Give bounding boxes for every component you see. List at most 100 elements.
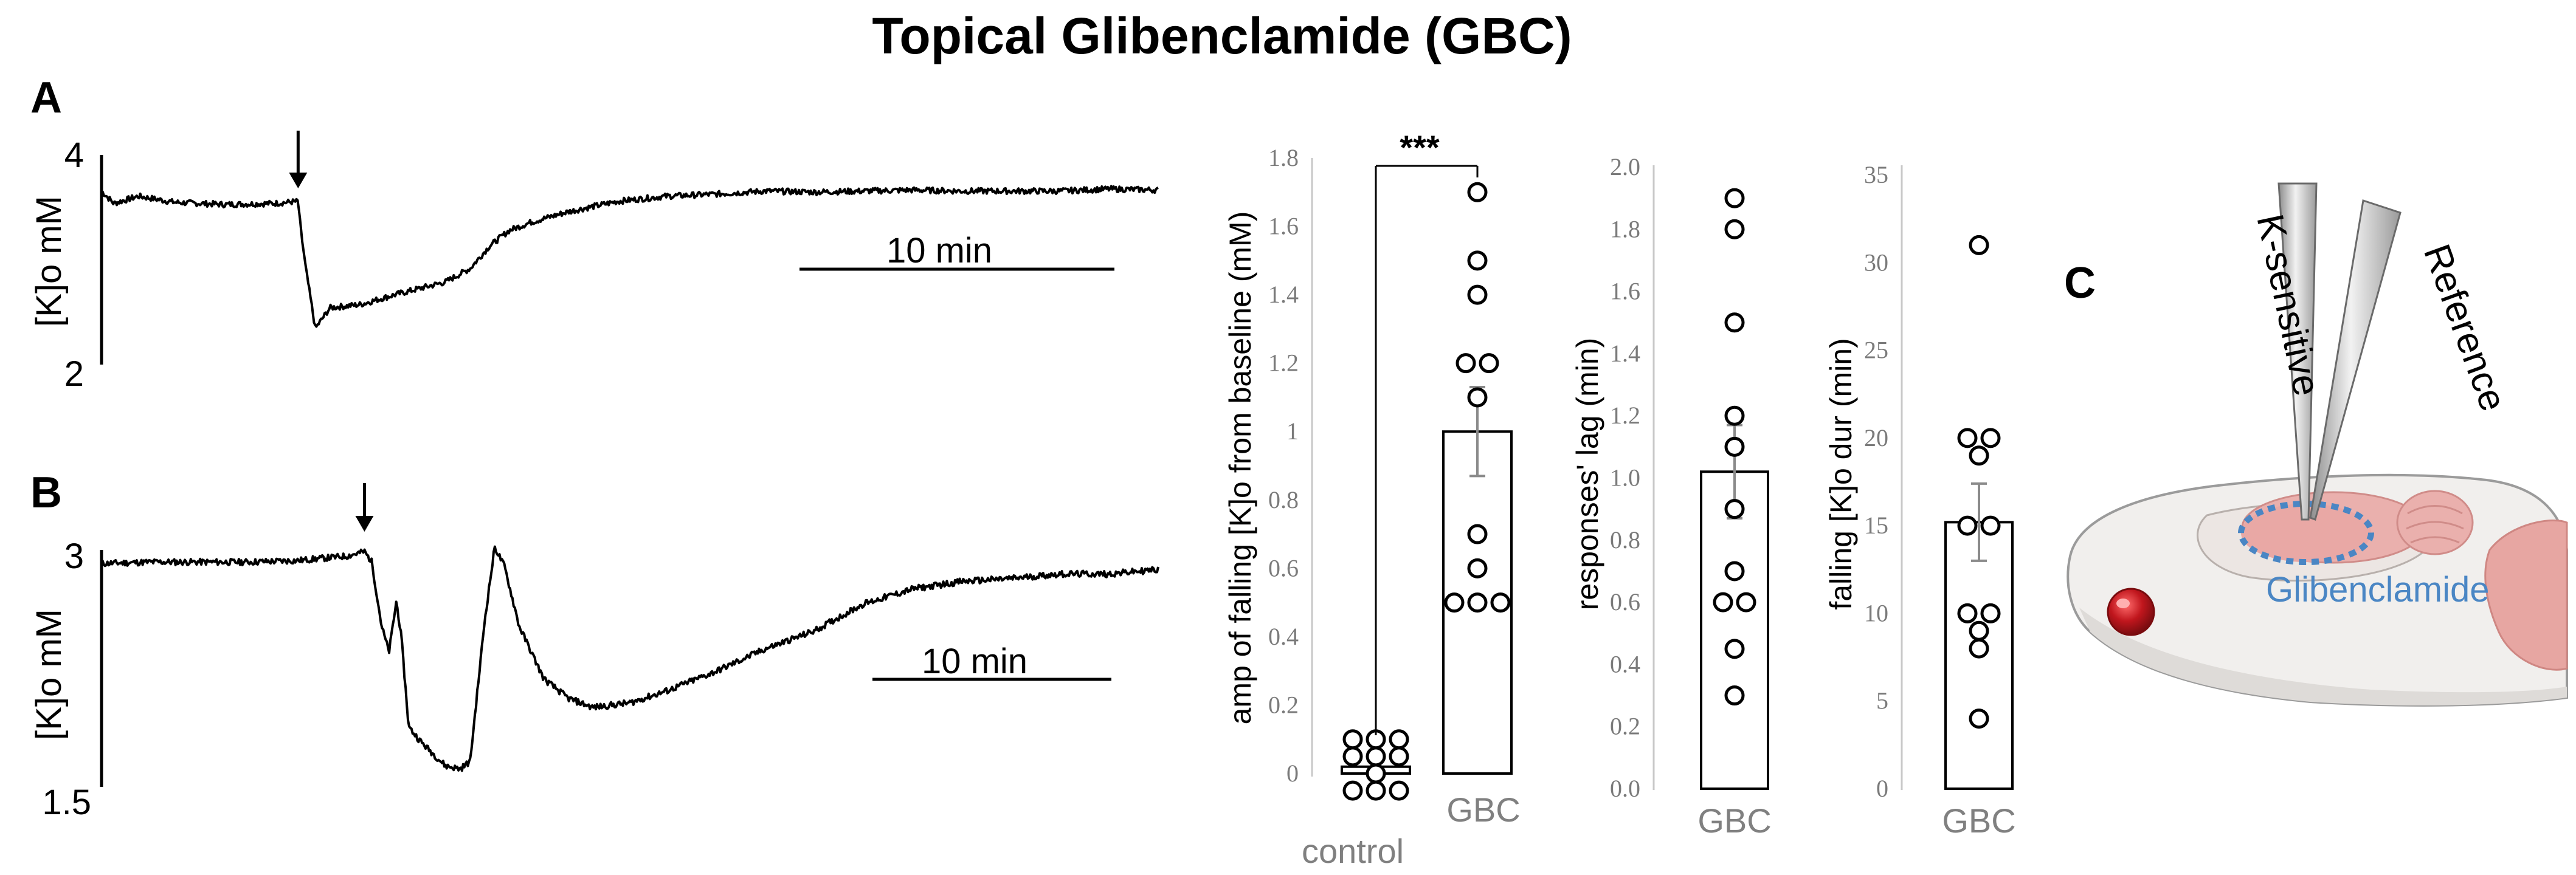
trace-a-panel: 4 2 [K]o mM 10 min xyxy=(29,131,1159,394)
y-tick-label: 1.0 xyxy=(1610,464,1640,492)
amplitude-y-axis-title: amp of falling [K]o from baseline (mM) xyxy=(1223,211,1257,725)
duration-y-ticks: 0 5 10 15 20 25 30 35 xyxy=(1864,161,1888,802)
y-tick-label: 1.6 xyxy=(1268,213,1299,240)
y-tick-label: 1.2 xyxy=(1268,349,1299,377)
amplitude-y-ticks: 0 0.2 0.4 0.6 0.8 1 1.2 1.4 1.6 1.8 xyxy=(1268,144,1299,787)
y-tick-label: 1.4 xyxy=(1610,340,1640,367)
mouse-head-shadow xyxy=(2079,608,2567,705)
data-point xyxy=(1467,250,1488,271)
data-point xyxy=(1467,524,1488,544)
data-point xyxy=(1389,780,1409,801)
y-tick-label: 35 xyxy=(1864,161,1888,188)
duration-bar-chart: 0 5 10 15 20 25 30 35 falling [K]o dur (min) GB… xyxy=(1824,161,2016,840)
data-point xyxy=(1724,561,1745,582)
data-point xyxy=(1969,445,1989,466)
data-point xyxy=(1490,592,1511,613)
data-point xyxy=(1724,405,1745,426)
trace-b-panel: 3 1.5 [K]o mM 10 min xyxy=(29,483,1159,822)
y-tick-label: 0 xyxy=(1876,775,1888,802)
amplitude-significance-stars: *** xyxy=(1400,128,1440,166)
trace-b-y-axis-title: [K]o mM xyxy=(29,609,69,740)
panel-letter-b: B xyxy=(30,468,62,517)
data-point xyxy=(1342,729,1363,750)
data-point xyxy=(1342,746,1363,767)
y-tick-label: 5 xyxy=(1876,687,1888,715)
eye-icon xyxy=(2107,588,2155,636)
trace-b-scale-label: 10 min xyxy=(922,642,1027,681)
glibenclamide-label: Glibenclamide xyxy=(2266,570,2490,609)
y-tick-label: 0.6 xyxy=(1610,588,1640,616)
data-point xyxy=(1389,746,1409,767)
lag-y-axis-title: responses' lag (min) xyxy=(1570,338,1604,611)
amplitude-significance-bracket xyxy=(1375,165,1479,735)
trace-a-y-axis-title: [K]o mM xyxy=(29,196,69,327)
trace-a-line xyxy=(100,185,1159,328)
y-tick-label: 1.6 xyxy=(1610,278,1640,305)
reference-pipette-icon xyxy=(2309,199,2402,521)
eye-highlight xyxy=(2116,599,2130,608)
y-tick-label: 1.8 xyxy=(1268,144,1299,171)
y-tick-label: 0.8 xyxy=(1268,486,1299,513)
y-tick-label: 25 xyxy=(1864,337,1888,364)
data-point xyxy=(1736,592,1756,612)
y-tick-label: 2.0 xyxy=(1610,153,1640,180)
amplitude-category-gbc: GBC xyxy=(1446,791,1520,829)
data-point xyxy=(1724,685,1745,706)
data-point xyxy=(1389,729,1409,750)
data-point xyxy=(1713,592,1733,612)
y-tick-label: 0.2 xyxy=(1610,713,1640,740)
data-point xyxy=(1969,709,1989,729)
data-point xyxy=(1467,182,1488,202)
data-point xyxy=(1467,558,1488,578)
lag-bars xyxy=(1700,188,1769,790)
y-tick-label: 1.2 xyxy=(1610,402,1640,429)
data-point xyxy=(1957,428,1978,448)
data-point xyxy=(1724,499,1745,520)
trace-b-line xyxy=(100,545,1159,772)
trace-b-application-arrow xyxy=(355,483,374,532)
trace-b-y-top-label: 3 xyxy=(64,537,84,576)
data-point xyxy=(1366,763,1386,784)
data-point xyxy=(1342,780,1363,801)
data-point xyxy=(1980,428,2001,448)
trace-a-y-top-label: 4 xyxy=(64,136,84,175)
bar xyxy=(1700,470,1769,790)
lag-bar-chart: 0.0 0.2 0.4 0.6 0.8 1.0 1.2 1.4 1.6 1.8 2.0 respon… xyxy=(1570,153,1772,840)
y-tick-label: 10 xyxy=(1864,599,1888,626)
trace-b-y-bottom-label: 1.5 xyxy=(42,783,91,822)
brain-cerebellum-icon xyxy=(2396,490,2474,555)
y-tick-label: 0.0 xyxy=(1610,775,1640,802)
y-tick-label: 0.8 xyxy=(1610,526,1640,554)
panel-letter-c: C xyxy=(2064,259,2096,307)
amplitude-category-control: control xyxy=(1302,832,1404,870)
data-point xyxy=(1969,235,1989,255)
y-tick-label: 30 xyxy=(1864,249,1888,276)
y-tick-label: 20 xyxy=(1864,424,1888,451)
duration-category-gbc: GBC xyxy=(1942,801,2015,840)
y-tick-label: 1 xyxy=(1286,417,1299,445)
data-point xyxy=(1366,780,1386,801)
recording-schematic: K-sensitive Reference Glibenclamide xyxy=(2067,182,2568,707)
figure-title: Topical Glibenclamide (GBC) xyxy=(872,7,1572,64)
data-point xyxy=(1980,603,2001,623)
data-point xyxy=(1467,387,1488,408)
data-point xyxy=(1444,592,1465,613)
data-point xyxy=(1724,312,1745,333)
data-point xyxy=(1724,639,1745,659)
y-tick-label: 0 xyxy=(1286,760,1299,787)
data-point xyxy=(1957,515,1978,536)
data-point xyxy=(1724,219,1745,239)
data-point xyxy=(1724,188,1745,208)
y-tick-label: 1.4 xyxy=(1268,281,1299,308)
data-point xyxy=(1455,353,1476,374)
data-point xyxy=(1969,638,1989,659)
y-tick-label: 1.8 xyxy=(1610,215,1640,242)
trace-a-application-arrow xyxy=(289,131,308,188)
data-point xyxy=(1467,284,1488,305)
amplitude-bars xyxy=(1341,182,1513,801)
y-tick-label: 0.6 xyxy=(1268,554,1299,582)
duration-bars xyxy=(1944,235,2014,790)
y-tick-label: 0.2 xyxy=(1268,691,1299,718)
data-point xyxy=(1366,746,1386,767)
